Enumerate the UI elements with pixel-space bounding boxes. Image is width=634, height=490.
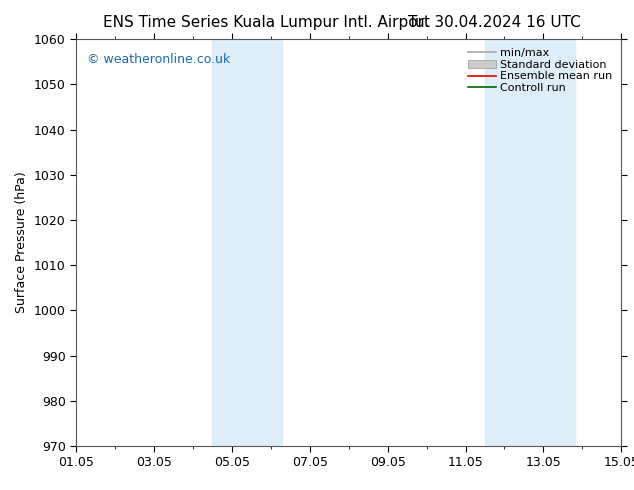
Y-axis label: Surface Pressure (hPa): Surface Pressure (hPa) [15, 172, 29, 314]
Text: ENS Time Series Kuala Lumpur Intl. Airport: ENS Time Series Kuala Lumpur Intl. Airpo… [103, 15, 430, 30]
Text: © weatheronline.co.uk: © weatheronline.co.uk [87, 53, 230, 67]
Text: Tu. 30.04.2024 16 UTC: Tu. 30.04.2024 16 UTC [408, 15, 581, 30]
Legend: min/max, Standard deviation, Ensemble mean run, Controll run: min/max, Standard deviation, Ensemble me… [465, 45, 616, 97]
Bar [485, 39, 574, 446]
Bar [212, 39, 283, 446]
